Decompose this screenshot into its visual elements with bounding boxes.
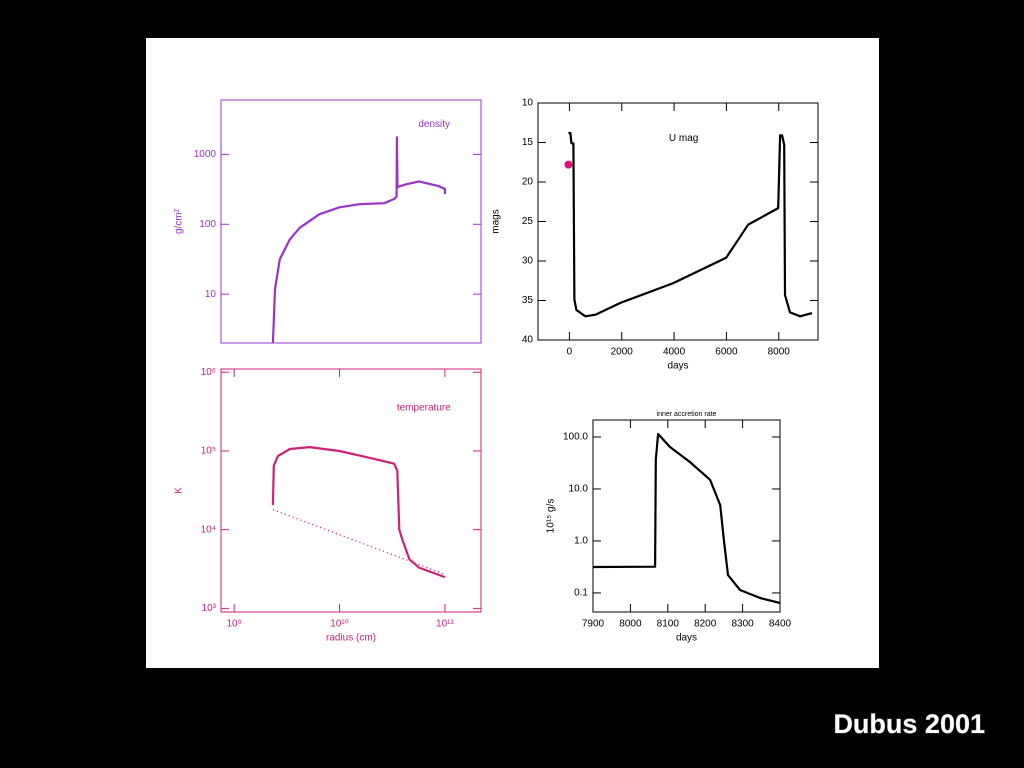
data-line: [568, 131, 813, 318]
y-tick-label: 35: [522, 295, 534, 306]
x-tick-label: 8300: [731, 619, 754, 630]
y-tick-label: 10⁴: [201, 524, 216, 535]
x-tick-label: 10¹⁰: [330, 619, 348, 630]
x-tick-label: 8200: [694, 619, 717, 630]
plot-frame: [220, 368, 482, 613]
x-tick-label: 8000: [768, 347, 791, 358]
x-tick-label: 7900: [582, 619, 605, 630]
x-tick-label: 2000: [611, 347, 634, 358]
annotation: temperature: [397, 403, 451, 414]
y-axis-label: g/cm²: [174, 208, 185, 234]
y-tick-label: 10³: [202, 603, 217, 614]
y-axis-label: 10¹⁵ g/s: [546, 499, 557, 534]
annotation: U mag: [669, 133, 698, 144]
y-tick-label: 10⁶: [201, 367, 216, 378]
x-tick-label: 10¹¹: [436, 619, 454, 630]
panel: [146, 38, 879, 668]
x-axis-label: days: [667, 361, 688, 372]
x-tick-label: 8400: [769, 619, 792, 630]
y-tick-label: 1000: [194, 149, 217, 160]
chart-title: inner accretion rate: [657, 411, 717, 418]
caption: Dubus 2001: [833, 709, 985, 739]
y-tick-label: 10.0: [569, 484, 589, 495]
data-point: [564, 160, 573, 169]
y-tick-label: 30: [522, 256, 534, 267]
x-tick-label: 8000: [619, 619, 642, 630]
plot-frame: [220, 99, 482, 344]
y-tick-label: 100.0: [563, 432, 588, 443]
y-tick-label: 20: [522, 177, 534, 188]
y-tick-label: 10⁵: [201, 446, 216, 457]
plot-frame: [592, 419, 781, 613]
y-tick-label: 0.1: [574, 588, 588, 599]
data-line: [271, 136, 446, 344]
x-tick-label: 4000: [663, 347, 686, 358]
y-tick-label: 40: [522, 335, 534, 346]
x-axis-label: radius (cm): [326, 633, 376, 644]
y-axis-label: mags: [491, 209, 502, 233]
x-axis-label: days: [676, 633, 697, 644]
x-tick-label: 10⁹: [226, 619, 241, 630]
x-tick-label: 8100: [657, 619, 680, 630]
annotation: density: [418, 119, 450, 130]
y-tick-label: 15: [522, 137, 534, 148]
data-line: [592, 432, 781, 605]
data-line: [271, 446, 446, 579]
y-tick-label: 1.0: [574, 536, 588, 547]
x-tick-label: 0: [567, 347, 573, 358]
x-tick-label: 6000: [715, 347, 738, 358]
y-tick-label: 10: [205, 289, 217, 300]
y-tick-label: 10: [522, 98, 534, 109]
y-axis-label: K: [174, 487, 185, 494]
y-tick-label: 100: [199, 219, 216, 230]
y-tick-label: 25: [522, 216, 534, 227]
